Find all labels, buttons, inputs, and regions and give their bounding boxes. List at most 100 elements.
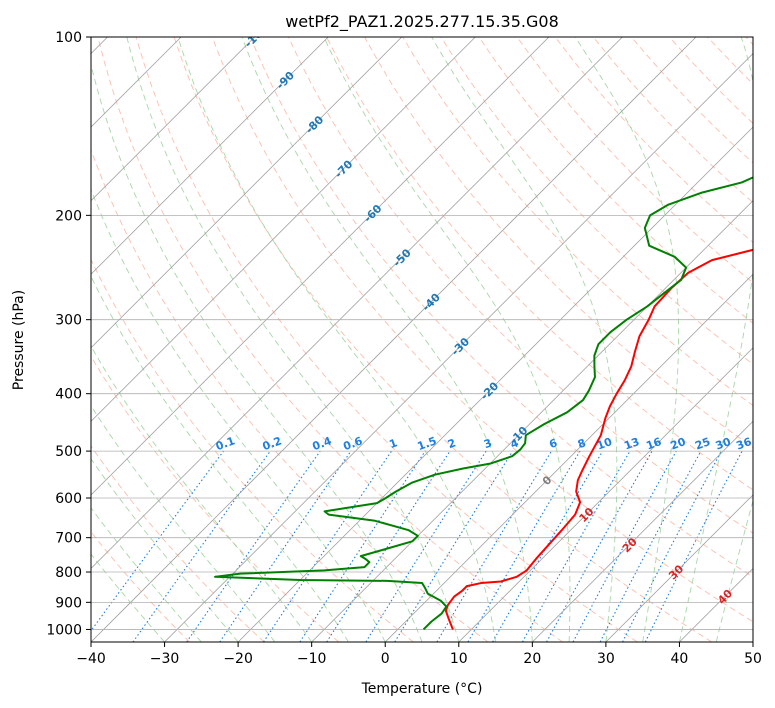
x-tick-label: 20 [523,651,541,667]
moist-adiabat-line [241,37,533,642]
moist-adiabat-line [678,37,753,642]
mixing-ratio-label: 6 [547,436,559,451]
background-lines [91,37,753,642]
mixing-ratio-label: 1 [388,436,400,451]
dry-adiabats [91,37,753,642]
moist-adiabat-line [91,188,386,642]
mixing-ratio-line [394,450,514,642]
x-tick-label: −40 [76,651,106,667]
y-tick-label: 1000 [46,622,82,638]
y-tick-label: 400 [55,387,82,403]
x-tick-label: −30 [150,651,180,667]
mixing-ratio-line [546,450,653,642]
isotherm-line [458,347,753,642]
mixing-ratio-label: 13 [622,435,641,452]
dry-adiabat-line [288,37,753,534]
dry-adiabat-line [326,37,753,491]
mixing-ratio-label: 16 [644,435,663,453]
moist-adiabat-line [323,37,571,642]
isotherm-line [91,37,623,570]
isotherm-line [605,494,753,642]
mixing-ratio-line [572,450,677,642]
mixing-ratio-line [219,450,352,642]
chart-title: wetPf2_PAZ1.2025.277.15.35.G08 [285,12,559,32]
isotherm-line [91,37,476,422]
isotherm-line [384,273,753,642]
pressure-gridlines [91,37,753,630]
isotherm-line [91,37,255,202]
y-tick-label: 200 [55,208,82,224]
mixing-ratio-label: 0.4 [311,434,334,453]
dry-adiabat-line [91,258,414,642]
moist-adiabat-line [91,404,276,642]
x-tick-label: 0 [381,651,390,667]
mixing-ratio-line [326,450,451,642]
isotherm-line [164,52,753,642]
temperature-profile-line [444,248,753,630]
mixing-ratio-lines [91,450,743,642]
moist-adiabat-line [715,499,753,642]
x-tick-label: 50 [744,651,762,667]
dry-adiabat-line [91,445,265,642]
dry-adiabat-line [135,37,638,642]
isotherms [91,37,753,642]
moist-adiabat-line [177,37,497,642]
plot-frame [90,36,754,643]
mixing-ratio-line [186,450,321,642]
y-axis-label: Pressure (hPa) [11,290,27,390]
mixing-ratio-label: 1.5 [416,434,439,453]
mixing-ratio-label: 8 [576,436,588,451]
y-tick-label: 800 [55,565,82,581]
isotherm-line [91,37,697,642]
dry-adiabat-line [97,37,563,642]
y-tick-label: 500 [55,444,82,460]
x-tick-label: 10 [450,651,468,667]
profile-series [214,176,753,631]
dry-adiabat-line [249,37,753,578]
moist-adiabat-line [91,275,349,642]
mixing-ratio-label: 30 [714,435,733,453]
mixing-ratio-line [521,450,631,642]
x-axis-ticks: −40 −30 −20 −10 0 10 20 30 40 50 [76,642,762,667]
mixing-ratio-label: 25 [693,435,712,452]
isotherm-line [91,37,403,349]
x-tick-label: −20 [223,651,253,667]
y-tick-label: 600 [55,491,82,507]
dry-adiabat-line [91,355,340,642]
dry-adiabat-line [211,37,753,623]
isotherm-line [532,420,753,642]
mixing-ratio-line [91,450,224,632]
x-tick-label: −10 [297,651,327,667]
y-tick-label: 300 [55,313,82,329]
mixing-ratio-line [132,450,271,642]
mixing-ratio-label: 0.2 [261,434,284,453]
x-tick-label: 30 [597,651,615,667]
y-tick-label: 100 [55,30,82,46]
mixing-ratio-line [263,450,392,642]
mixing-ratio-label: 10 [595,435,614,453]
y-axis-ticks: 1000 900 800 700 600 500 400 300 200 100 [46,30,91,638]
x-axis-label: Temperature (°C) [361,681,483,697]
mixing-ratio-line [644,450,743,642]
x-tick-label: 40 [671,651,689,667]
moist-adiabat-line [91,62,423,642]
y-tick-label: 700 [55,531,82,547]
mixing-ratio-label: 3 [482,436,494,451]
moist-adiabat-line [91,458,239,642]
isotherm-line [237,126,753,642]
moist-adiabat-line [574,37,680,642]
y-tick-label: 900 [55,595,82,611]
mixing-ratio-label: 0.6 [341,434,364,453]
isotherm-line [91,37,550,496]
mixing-ratio-label: 20 [669,435,688,453]
mixing-ratio-label: 0.1 [214,434,237,453]
dewpoint-profile-line [214,176,753,631]
dry-adiabat-line [173,37,713,642]
mixing-ratio-label: 2 [446,436,458,451]
mixing-ratio-label: 36 [734,435,753,453]
moist-adiabat-line [126,37,460,642]
moist-adiabat-line [431,37,618,642]
mixing-ratio-line [299,450,426,642]
